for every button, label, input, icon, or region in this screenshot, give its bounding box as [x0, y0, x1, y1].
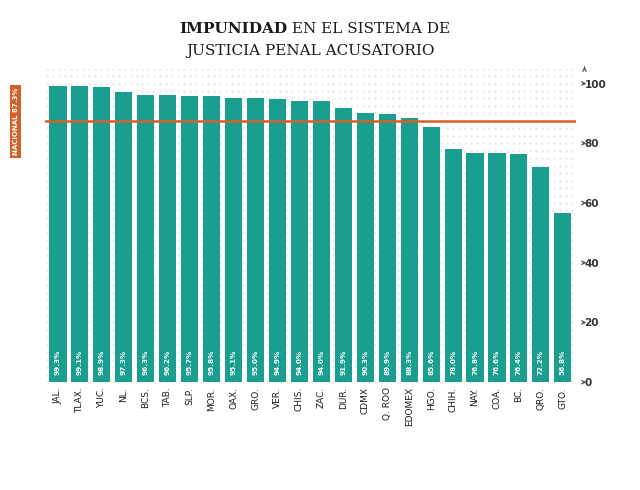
- Text: IMPUNIDAD EN EL SISTEMA DE: IMPUNIDAD EN EL SISTEMA DE: [179, 22, 442, 36]
- Text: 95.0%: 95.0%: [253, 349, 259, 375]
- Bar: [532, 167, 550, 382]
- Text: 88.3%: 88.3%: [406, 349, 412, 375]
- Text: 96.2%: 96.2%: [164, 349, 171, 375]
- Bar: [115, 92, 132, 382]
- Text: 97.3%: 97.3%: [121, 349, 127, 375]
- Text: 72.2%: 72.2%: [538, 350, 544, 375]
- Text: 76.6%: 76.6%: [494, 349, 500, 375]
- Text: 85.6%: 85.6%: [428, 349, 434, 375]
- Bar: [335, 108, 352, 382]
- Text: 90.3%: 90.3%: [362, 349, 368, 375]
- Bar: [181, 97, 198, 382]
- Bar: [93, 87, 111, 382]
- Bar: [269, 99, 286, 382]
- Text: JUSTICIA PENAL ACUSATORIO: JUSTICIA PENAL ACUSATORIO: [186, 44, 435, 58]
- Bar: [379, 114, 396, 382]
- Text: NACIONAL 87.3%: NACIONAL 87.3%: [13, 88, 19, 155]
- Text: 98.9%: 98.9%: [99, 349, 105, 375]
- Bar: [203, 96, 220, 382]
- Text: 76.4%: 76.4%: [516, 349, 522, 375]
- Text: IMPUNIDAD: IMPUNIDAD: [179, 22, 287, 36]
- Text: 95.7%: 95.7%: [187, 349, 193, 375]
- Bar: [488, 153, 506, 382]
- Bar: [225, 98, 242, 382]
- Text: 99.3%: 99.3%: [55, 349, 61, 375]
- Bar: [137, 95, 154, 382]
- Text: 96.3%: 96.3%: [143, 349, 148, 375]
- Bar: [356, 113, 374, 382]
- Bar: [313, 101, 330, 382]
- Text: 99.1%: 99.1%: [77, 349, 83, 375]
- Bar: [401, 119, 418, 382]
- Bar: [291, 101, 308, 382]
- Bar: [247, 98, 264, 382]
- Text: 89.9%: 89.9%: [384, 349, 390, 375]
- Bar: [554, 213, 572, 382]
- Bar: [445, 149, 461, 382]
- Text: 94.0%: 94.0%: [318, 349, 324, 375]
- Bar: [422, 126, 440, 382]
- Text: 95.1%: 95.1%: [230, 349, 237, 375]
- Text: 91.9%: 91.9%: [340, 349, 346, 375]
- Bar: [49, 86, 67, 382]
- Bar: [467, 153, 484, 382]
- Bar: [159, 95, 176, 382]
- Bar: [72, 86, 88, 382]
- Text: 78.0%: 78.0%: [450, 349, 456, 375]
- Text: 94.9%: 94.9%: [275, 349, 280, 375]
- Text: EN EL SISTEMA DE: EN EL SISTEMA DE: [287, 22, 451, 36]
- Text: 56.8%: 56.8%: [560, 349, 566, 375]
- Text: 95.8%: 95.8%: [209, 349, 214, 375]
- Bar: [510, 154, 527, 382]
- Text: 94.0%: 94.0%: [296, 349, 303, 375]
- Text: 76.8%: 76.8%: [472, 349, 478, 375]
